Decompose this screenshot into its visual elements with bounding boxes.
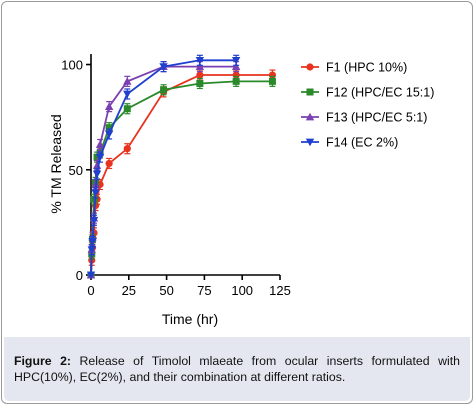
data-point [105,124,113,132]
data-point [123,77,132,85]
series-2 [87,75,276,279]
data-point [196,79,204,87]
legend-marker [306,88,314,96]
y-tick-label: 50 [69,163,83,178]
legend-label: F12 (HPC/EC 15:1) [326,86,434,100]
data-point [104,130,114,139]
data-point [232,77,240,85]
data-point [93,153,101,161]
data-point [195,62,205,70]
data-point [268,77,276,85]
data-point [123,145,131,153]
data-point [91,189,100,198]
data-point [123,105,131,113]
caption-text: Release of Timolol mlaeate from ocular i… [14,354,460,384]
data-point [89,216,99,225]
x-tick-label: 100 [231,283,253,298]
x-tick-label: 25 [122,283,136,298]
data-point [231,56,241,65]
legend-item-2: F12 (HPC/EC 15:1) [301,86,434,100]
y-axis-label: % TM Released [48,114,64,213]
x-axis-label: Time (hr) [162,311,218,327]
data-point [88,237,97,246]
x-tick-label: 125 [269,283,291,298]
data-point [123,90,132,99]
chart-plot-area [86,54,277,280]
legend-marker [305,112,315,121]
figure-caption: Figure 2: Release of Timolol mlaeate fro… [4,337,470,401]
data-point [105,159,113,168]
data-point [104,102,114,110]
data-point [196,71,204,79]
data-point [160,86,168,94]
y-tick-label: 0 [76,268,83,283]
data-point [87,246,96,254]
legend-marker [305,138,315,147]
x-tick-label: 75 [197,283,211,298]
data-point [195,56,205,65]
legend-label: F14 (EC 2%) [326,136,398,150]
chart-legend: F1 (HPC 10%) F12 (HPC/EC 15:1) F13 (HPC/EC… [301,61,434,150]
data-point [159,63,168,71]
data-point [95,140,105,148]
series-1 [87,69,277,279]
caption-label: Figure 2: [14,354,72,368]
x-tick-label: 0 [87,283,94,298]
x-tick-label: 50 [159,283,173,298]
data-point [86,271,96,280]
series-line [90,65,237,276]
legend-item-3: F13 (HPC/EC 5:1) [301,111,427,125]
legend-marker [306,63,314,71]
legend-label: F1 (HPC 10%) [326,61,407,75]
release-chart: 0 50 100 0 25 50 75 100 125 F1 (HPC 10%) F12 (HPC… [48,54,434,327]
legend-item-1: F1 (HPC 10%) [301,61,407,75]
series-line [90,80,273,276]
data-point [231,62,241,70]
legend-label: F13 (HPC/EC 5:1) [326,111,427,125]
y-tick-label: 100 [61,58,83,73]
data-point [95,153,105,162]
series-4 [86,54,241,280]
series-line [90,74,273,276]
data-point [92,170,102,179]
legend-item-4: F14 (EC 2%) [301,136,398,150]
